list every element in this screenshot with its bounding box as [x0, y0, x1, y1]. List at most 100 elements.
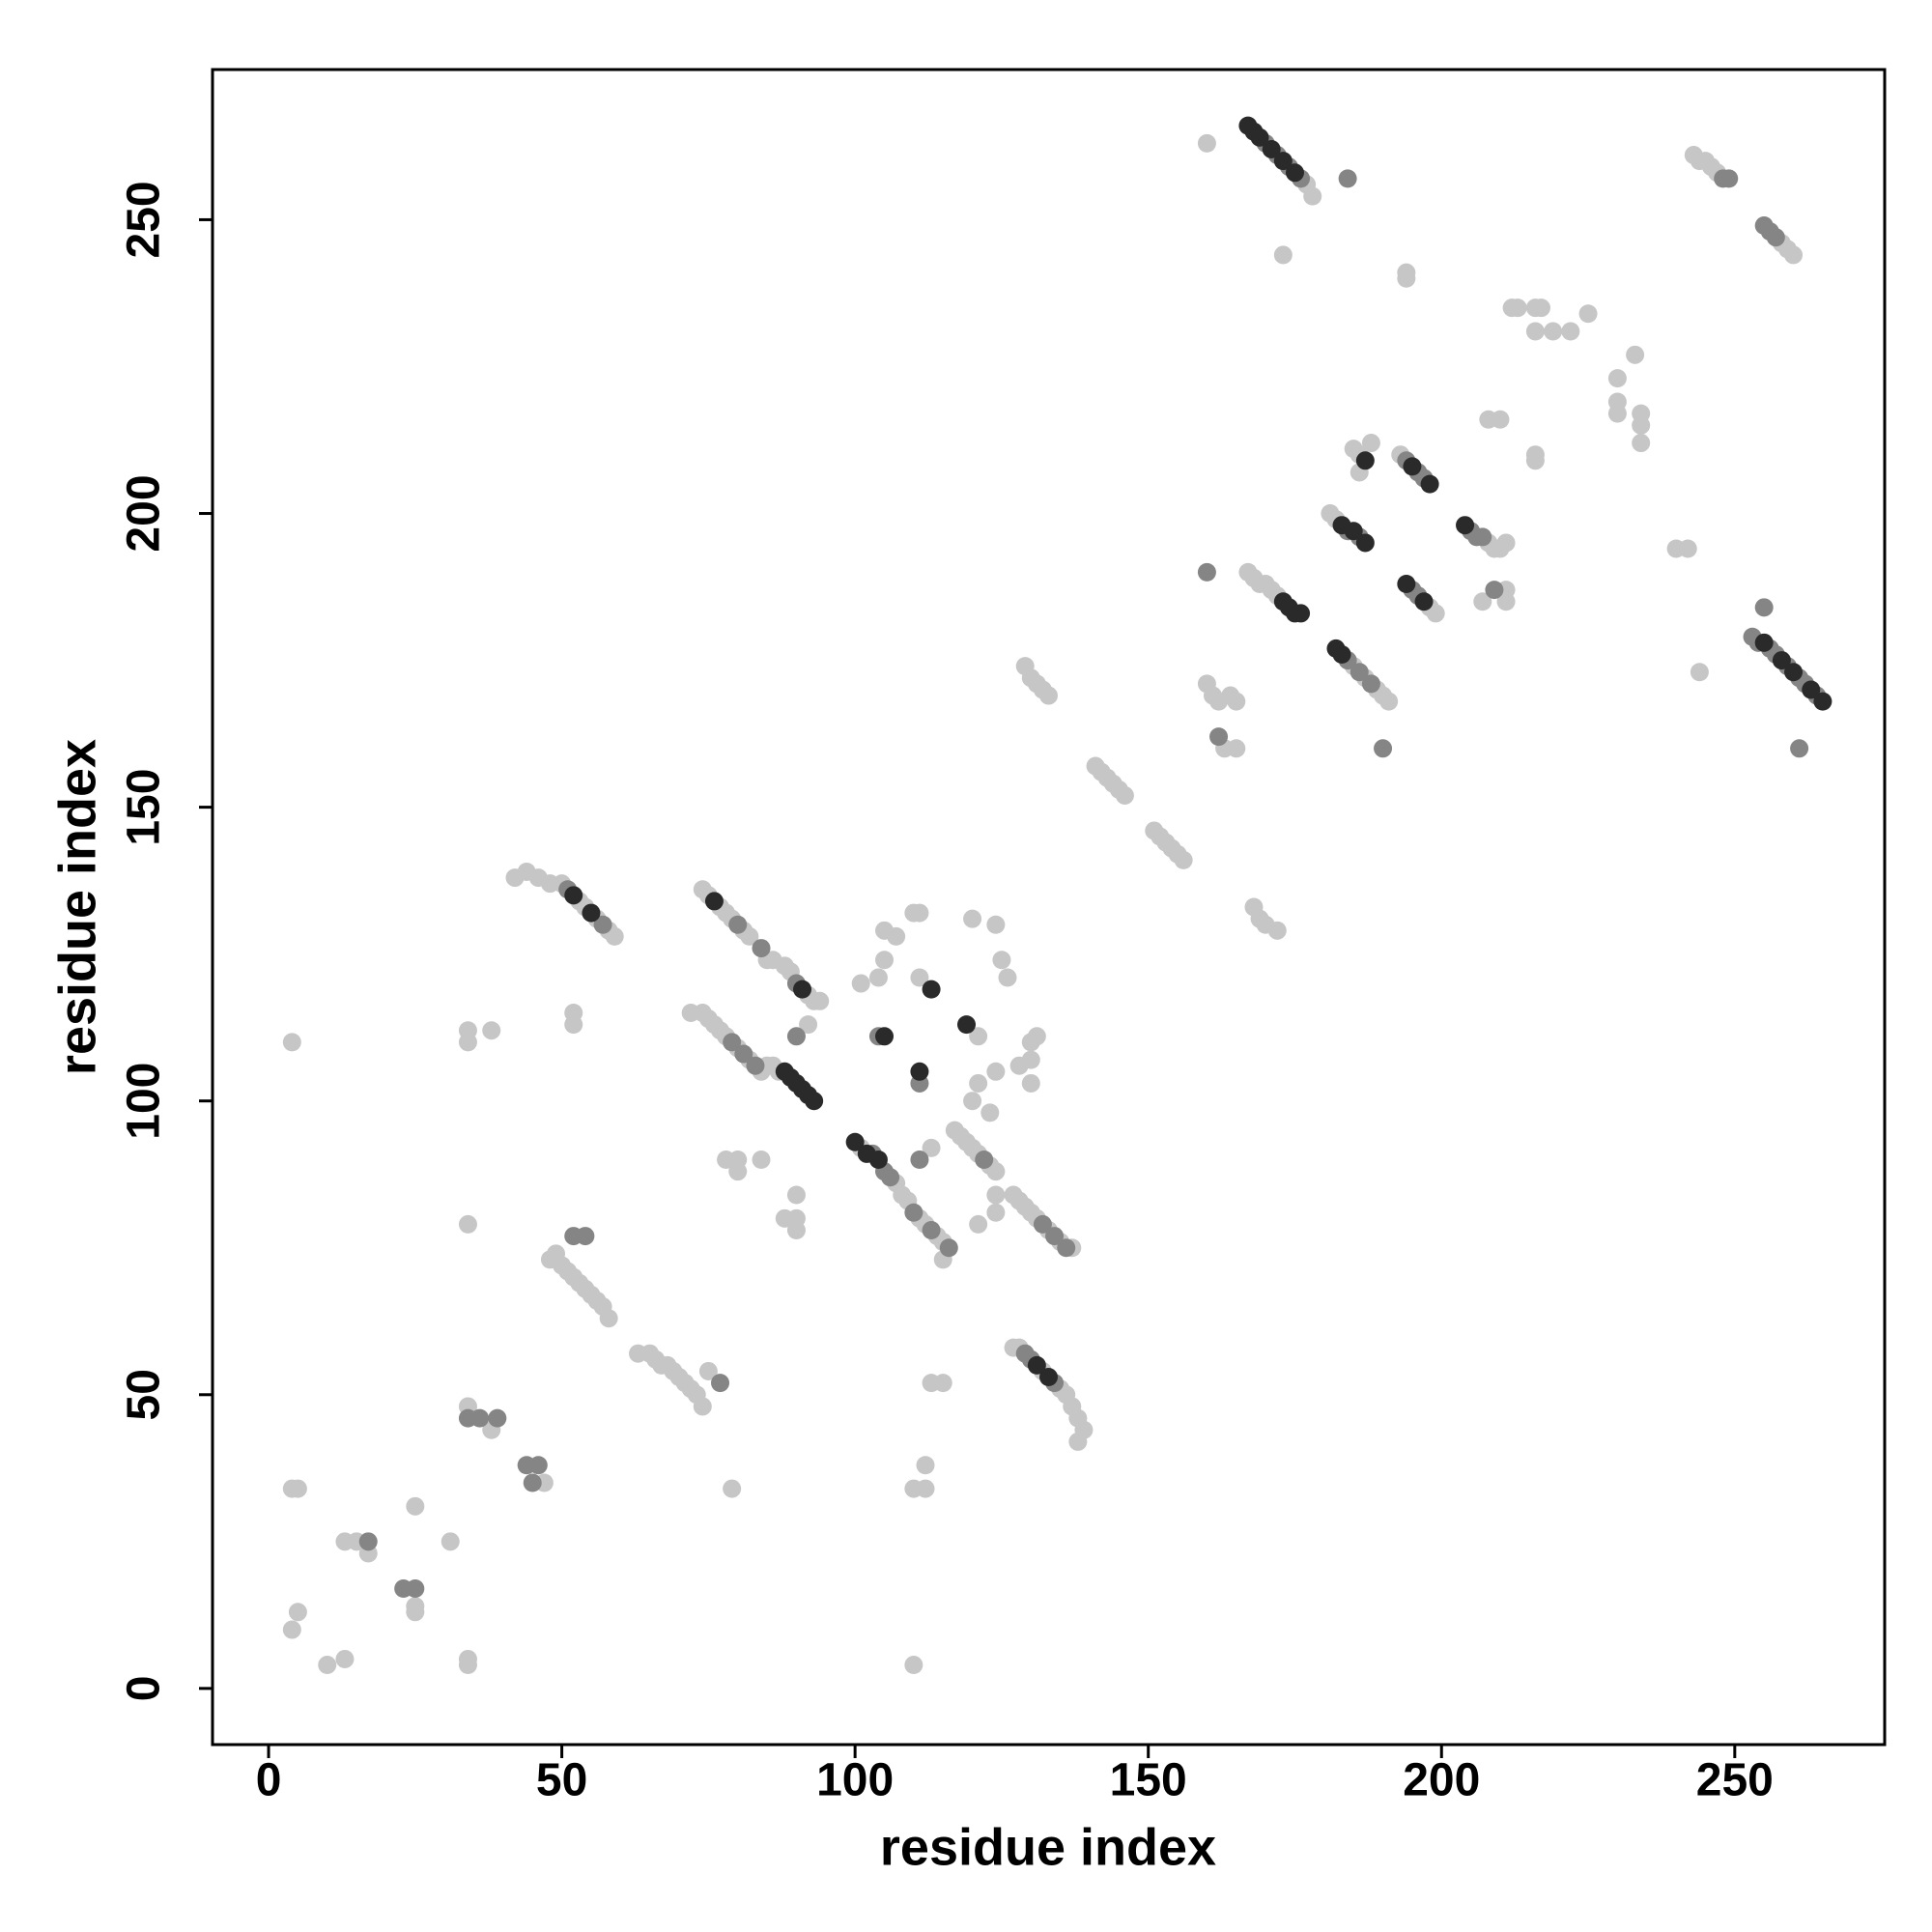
contact-point [1209, 727, 1229, 747]
contact-point [318, 1656, 337, 1675]
contact-point [1273, 152, 1293, 171]
contact-point [1561, 322, 1580, 341]
contact-point [1766, 228, 1785, 247]
contact-point [1802, 680, 1821, 699]
contact-point [922, 1220, 941, 1239]
contact-point [1397, 269, 1416, 288]
contact-point [752, 939, 771, 958]
contact-point [1420, 474, 1439, 494]
contact-point [482, 1021, 501, 1040]
contact-point [969, 1073, 988, 1093]
contact-point [1292, 604, 1311, 623]
contact-point [458, 1214, 477, 1234]
contact-point [746, 1056, 765, 1075]
contact-point [1403, 457, 1422, 476]
contact-point [904, 1656, 923, 1675]
contact-point [1456, 516, 1475, 535]
x-tick-label: 0 [256, 1755, 282, 1806]
contact-point [910, 968, 929, 987]
contact-point [986, 1185, 1006, 1205]
contact-point [358, 1532, 378, 1551]
contact-point [1332, 644, 1351, 664]
contact-point [1719, 169, 1739, 188]
contact-point [1784, 663, 1804, 682]
contact-point [1525, 322, 1545, 341]
y-axis-title: residue index [48, 739, 106, 1075]
contact-point [734, 1044, 753, 1064]
contact-point [605, 926, 624, 946]
x-tick-label: 150 [1110, 1755, 1187, 1806]
contact-point [1784, 245, 1804, 265]
x-tick-label: 100 [816, 1755, 894, 1806]
contact-point [1632, 434, 1651, 453]
contact-point [728, 1162, 748, 1181]
contact-point [975, 1151, 994, 1170]
contact-point [599, 1309, 618, 1328]
contact-point [528, 1456, 548, 1475]
contact-point [786, 1220, 806, 1239]
y-tick-label: 0 [119, 1676, 170, 1702]
contact-point [717, 1151, 736, 1170]
contact-point [564, 1003, 583, 1022]
contact-point [1045, 1227, 1065, 1246]
contact-point [1508, 298, 1527, 318]
contact-point [282, 1033, 301, 1052]
contact-point [875, 1027, 895, 1046]
contact-point [1174, 850, 1193, 869]
contact-point [723, 1479, 742, 1498]
contact-point [1379, 692, 1399, 711]
contact-point [881, 1168, 900, 1187]
contact-point [875, 951, 895, 970]
contact-point [868, 1151, 888, 1170]
contact-point [576, 1227, 595, 1246]
contact-point [775, 1208, 794, 1228]
contact-point [1355, 451, 1375, 470]
contact-point [1033, 1214, 1052, 1234]
contact-point [910, 1151, 929, 1170]
contact-point [793, 980, 812, 999]
contact-point [288, 1603, 307, 1622]
contact-point [523, 1473, 542, 1492]
contact-point [868, 968, 888, 987]
contact-point [963, 1092, 982, 1111]
contact-point [693, 1397, 712, 1416]
contact-point [1227, 692, 1246, 711]
contact-point [799, 1015, 818, 1035]
contact-point [1690, 663, 1709, 682]
contact-point [335, 1649, 355, 1668]
contact-point [1361, 434, 1380, 453]
contact-point [564, 886, 583, 905]
contact-point [1473, 592, 1492, 611]
y-tick-label: 50 [119, 1369, 170, 1420]
contact-point [1525, 451, 1545, 470]
contact-point [1544, 322, 1563, 341]
contact-point [1250, 128, 1269, 147]
contact-point [1754, 598, 1774, 617]
contact-point [406, 1597, 425, 1616]
y-tick-label: 150 [119, 769, 170, 846]
contact-point [1626, 345, 1645, 364]
contact-point [1057, 1238, 1076, 1258]
contact-point [406, 1496, 425, 1516]
contact-point [1491, 410, 1510, 429]
contact-point [986, 1203, 1006, 1222]
contact-point [1607, 369, 1627, 388]
contact-point [1039, 1368, 1058, 1387]
contact-point [1021, 1073, 1040, 1093]
contact-point [488, 1408, 507, 1428]
contact-point [1338, 169, 1357, 188]
contact-point [1227, 739, 1246, 758]
contact-point [704, 892, 724, 911]
contact-point [1262, 139, 1281, 158]
x-axis-title: residue index [880, 1818, 1216, 1876]
contact-point [470, 1408, 490, 1428]
y-tick-label: 200 [119, 474, 170, 552]
contact-point [1027, 1355, 1046, 1375]
contact-point [723, 1033, 742, 1052]
contact-point [282, 1620, 301, 1639]
contact-point [1027, 1027, 1046, 1046]
contact-point [1374, 739, 1393, 758]
contact-point [458, 1656, 477, 1675]
contact-point [786, 1027, 806, 1046]
